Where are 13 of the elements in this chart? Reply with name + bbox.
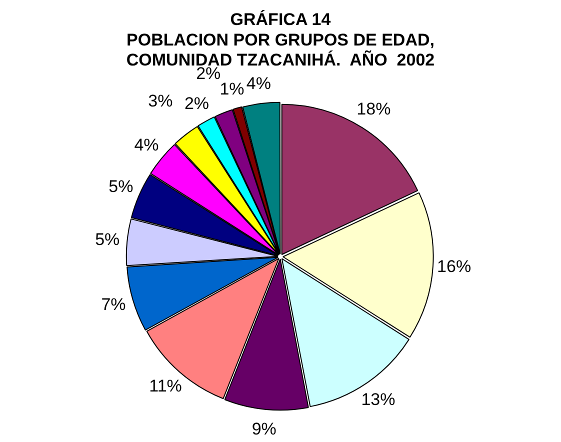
- data-label: 2%: [184, 94, 210, 113]
- data-label: 18%: [356, 99, 391, 118]
- data-label: 9%: [252, 419, 276, 438]
- data-label: 7%: [101, 294, 126, 314]
- data-label: 11%: [149, 376, 182, 396]
- data-label: 5%: [95, 230, 120, 249]
- data-label: 3%: [148, 91, 173, 110]
- data-label: 5%: [108, 177, 134, 196]
- data-label: 16%: [437, 257, 472, 276]
- data-label: 4%: [246, 74, 271, 93]
- data-label: 1%: [220, 79, 244, 98]
- data-label: 13%: [361, 390, 396, 410]
- data-label: 4%: [134, 135, 159, 154]
